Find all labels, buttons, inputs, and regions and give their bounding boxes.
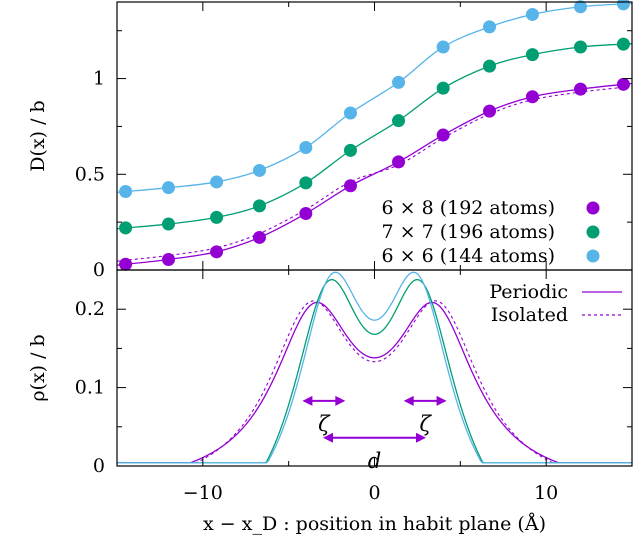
data-point xyxy=(119,257,133,271)
data-point xyxy=(252,163,266,177)
data-point xyxy=(436,40,450,54)
y-tick-label: 1 xyxy=(93,68,105,90)
data-point xyxy=(119,221,133,235)
annotation-arrow-1-head-right xyxy=(436,395,447,406)
bottom-ticks: 0 0.1 0.2 −10 0 10 xyxy=(75,270,632,504)
top-data-points xyxy=(119,0,630,271)
data-point xyxy=(119,185,133,199)
data-point xyxy=(525,90,539,104)
x-tick-label: 10 xyxy=(534,482,558,504)
data-point xyxy=(574,40,587,54)
legend-marker xyxy=(586,201,600,215)
legend-marker xyxy=(586,225,600,239)
data-point xyxy=(436,128,450,142)
annotation-arrow-2-head-right xyxy=(416,432,426,443)
data-point xyxy=(343,179,357,193)
data-point xyxy=(392,114,406,128)
y-tick-label: 0 xyxy=(93,455,105,477)
data-point xyxy=(162,252,175,266)
annotation-arrow-1-head-left xyxy=(403,395,414,406)
annotation-arrow-2-head-left xyxy=(323,432,333,443)
annotation-label: ζ xyxy=(318,412,331,436)
annotation-label: ζ xyxy=(419,412,432,436)
annotation-arrow-0-head-left xyxy=(302,395,313,406)
data-point xyxy=(392,75,406,89)
bottom-plot-frame xyxy=(116,269,633,467)
bottom-y-axis-label: ρ(x) / b xyxy=(27,334,49,401)
data-point xyxy=(436,81,450,95)
top-legend: 6 × 8 (192 atoms)7 × 7 (196 atoms)6 × 6 … xyxy=(381,197,600,267)
data-point xyxy=(525,7,539,21)
data-point xyxy=(616,37,630,51)
x-axis-label: x − x_D : position in habit plane (Å) xyxy=(203,513,546,535)
top-y-ticks: 00.51 xyxy=(75,2,632,281)
data-point xyxy=(483,104,497,118)
data-point xyxy=(574,82,587,96)
data-point xyxy=(162,181,175,195)
data-point xyxy=(299,176,313,190)
data-point xyxy=(252,230,266,244)
legend-label: 7 × 7 (196 atoms) xyxy=(381,221,555,243)
fit-curve-2 xyxy=(116,2,633,193)
data-point xyxy=(483,20,497,34)
y-tick-label: 0.5 xyxy=(75,163,105,185)
legend-marker xyxy=(586,249,600,263)
legend-label: Isolated xyxy=(491,304,568,326)
data-point xyxy=(525,48,539,62)
y-tick-label: 0.1 xyxy=(75,377,105,399)
top-panel: 00.51 6 × 8 (192 atoms)7 × 7 (196 atoms)… xyxy=(27,0,633,281)
density-curve-0 xyxy=(117,301,632,464)
data-point xyxy=(252,199,266,213)
x-tick-label: 0 xyxy=(368,482,380,504)
legend-label: Periodic xyxy=(489,281,568,303)
data-point xyxy=(210,210,224,224)
data-point xyxy=(343,106,357,120)
data-point xyxy=(210,245,224,259)
data-point xyxy=(483,59,497,73)
data-point xyxy=(210,175,224,189)
data-point xyxy=(343,143,357,157)
legend-label: 6 × 6 (144 atoms) xyxy=(381,245,555,267)
top-y-axis-label: D(x) / b xyxy=(27,100,49,171)
data-point xyxy=(616,0,630,11)
y-tick-label: 0.2 xyxy=(75,298,105,320)
data-point xyxy=(299,140,313,154)
data-point xyxy=(392,155,406,169)
legend-label: 6 × 8 (192 atoms) xyxy=(381,197,555,219)
annotation-arrow-0-head-right xyxy=(335,395,346,406)
data-point xyxy=(574,0,587,14)
x-tick-label: −10 xyxy=(183,482,223,504)
data-point xyxy=(299,207,313,221)
data-point xyxy=(616,77,630,91)
data-point xyxy=(162,217,175,231)
y-tick-label: 0 xyxy=(93,259,105,281)
